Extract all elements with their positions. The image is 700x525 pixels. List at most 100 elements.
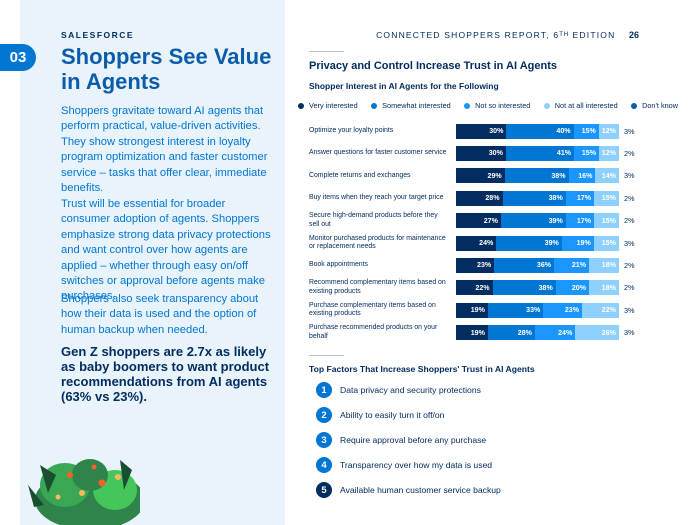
dont-know-value: 3% — [624, 238, 635, 248]
chart-row: Buy items when they reach your target pr… — [309, 187, 649, 209]
bar-segment-not-so-interested: 17% — [565, 190, 595, 206]
chart-title: Shopper Interest in AI Agents for the Fo… — [309, 81, 499, 91]
bar-segment-not-at-all-interested: 15% — [594, 213, 619, 229]
legend-item: Not at all interested — [543, 101, 618, 110]
brand-label: SALESFORCE — [61, 30, 135, 40]
bar-segment-not-so-interested: 15% — [573, 123, 599, 139]
bar-segment-very-interested: 19% — [456, 325, 488, 341]
bar-segment-somewhat-interested: 38% — [492, 280, 556, 296]
factor-item: 5 Available human customer service backup — [316, 482, 501, 498]
stacked-bar: 30% 40% 15% 12% — [456, 123, 619, 139]
chart-row: Book appointments 23% 36% 21% 18% 2% — [309, 254, 649, 276]
legend-item: Very interested — [298, 101, 358, 110]
bar-segment-not-so-interested: 20% — [555, 280, 590, 296]
category-label: Purchase recommended products on your be… — [309, 324, 438, 340]
legend-swatch — [543, 102, 550, 109]
bar-segment-somewhat-interested: 36% — [494, 257, 555, 273]
bar-segment-not-at-all-interested: 14% — [595, 168, 619, 184]
page-title: Shoppers See Value in Agents — [61, 44, 272, 94]
dont-know-value: 3% — [624, 328, 635, 338]
factor-item: 4 Transparency over how my data is used — [316, 457, 492, 473]
category-label: Secure high-demand products before they … — [309, 212, 438, 228]
stacked-bar: 19% 33% 23% 22% — [456, 302, 619, 318]
factors-title: Top Factors That Increase Shoppers' Trus… — [309, 364, 535, 374]
left-panel — [20, 0, 285, 525]
bar-segment-not-so-interested: 23% — [543, 302, 583, 318]
legend-label: Somewhat interested — [382, 101, 451, 110]
bar-segment-somewhat-interested: 33% — [487, 302, 544, 318]
chart-row: Purchase recommended products on your be… — [309, 322, 649, 344]
bar-segment-very-interested: 27% — [456, 213, 501, 229]
category-label: Monitor purchased products for maintenan… — [309, 234, 446, 251]
legend-item: Don't know — [631, 101, 678, 110]
plant-illustration — [28, 459, 140, 525]
bar-segment-somewhat-interested: 39% — [500, 213, 566, 229]
stacked-bar: 23% 36% 21% 18% — [456, 257, 619, 273]
stacked-bar: 29% 38% 16% 14% — [456, 168, 619, 184]
legend-swatch — [631, 102, 638, 109]
factor-rank-badge: 1 — [316, 382, 332, 398]
factor-item: 2 Ability to easily turn it off/on — [316, 407, 444, 423]
section-heading: Privacy and Control Increase Trust in AI… — [309, 60, 557, 72]
bar-segment-not-at-all-interested: 15% — [594, 190, 619, 206]
category-label: Answer questions for faster customer ser… — [309, 149, 447, 157]
bar-segment-not-at-all-interested: 22% — [582, 302, 619, 318]
legend-swatch — [371, 102, 378, 109]
dont-know-value: 2% — [624, 283, 635, 293]
legend-swatch — [298, 102, 304, 109]
report-title: CONNECTED SHOPPERS REPORT, 6ᵀᴴ EDITION — [376, 30, 616, 40]
bar-segment-not-at-all-interested: 26% — [575, 325, 619, 341]
gen-z-callout: Gen Z shoppers are 2.7x as likely as bab… — [61, 344, 270, 404]
chart-legend: Very interested Somewhat interested Not so… — [298, 101, 678, 110]
stacked-bar: 27% 39% 17% 15% — [456, 213, 619, 229]
legend-item: Somewhat interested — [371, 101, 451, 110]
category-label: Purchase complementary items based on ex… — [309, 301, 436, 318]
category-label: Book appointments — [309, 261, 368, 269]
dont-know-value: 2% — [624, 149, 635, 159]
bar-segment-not-at-all-interested: 12% — [599, 145, 619, 161]
chart-row: Complete returns and exchanges 29% 38% 16% 1… — [309, 165, 649, 187]
factor-label: Available human customer service backup — [340, 485, 501, 495]
bar-segment-not-so-interested: 21% — [554, 257, 590, 273]
dont-know-value: 2% — [624, 216, 635, 226]
stacked-bar: 28% 38% 17% 15% — [456, 190, 619, 206]
dont-know-value: 3% — [624, 171, 635, 181]
section-divider — [309, 51, 344, 52]
bar-segment-not-so-interested: 15% — [574, 145, 600, 161]
bar-segment-very-interested: 30% — [456, 123, 507, 139]
dont-know-value: 3% — [624, 126, 635, 136]
factor-rank-badge: 4 — [316, 457, 332, 473]
report-header: CONNECTED SHOPPERS REPORT, 6ᵀᴴ EDITION 2… — [376, 30, 639, 40]
dont-know-value: 2% — [624, 261, 635, 271]
dont-know-value: 3% — [624, 305, 635, 315]
bar-segment-somewhat-interested: 38% — [504, 168, 569, 184]
factor-label: Require approval before any purchase — [340, 435, 487, 445]
stacked-bar: 19% 28% 24% 26% — [456, 325, 619, 341]
body-paragraph: Shoppers also seek transparency about ho… — [61, 293, 259, 336]
bar-segment-not-so-interested: 19% — [561, 235, 594, 251]
category-label: Recommend complementary items based on e… — [309, 279, 446, 295]
bar-segment-very-interested: 19% — [456, 302, 488, 318]
category-label: Buy items when they reach your target pr… — [309, 194, 444, 202]
bar-segment-very-interested: 28% — [456, 190, 503, 206]
bar-segment-very-interested: 23% — [456, 257, 495, 273]
page-number: 26 — [628, 30, 639, 40]
factor-label: Transparency over how my data is used — [340, 460, 493, 470]
stacked-bar: 30% 41% 15% 12% — [456, 145, 619, 161]
body-paragraph: Trust will be essential for broader cons… — [61, 198, 271, 303]
bar-segment-not-so-interested: 16% — [568, 168, 596, 184]
bar-segment-not-so-interested: 24% — [534, 325, 576, 341]
legend-item: Not so interested — [464, 101, 530, 110]
bar-segment-not-at-all-interested: 18% — [589, 280, 619, 296]
chart-row: Secure high-demand products before they … — [309, 210, 649, 232]
category-label: Optimize your loyalty points — [309, 126, 394, 134]
factor-rank-badge: 2 — [316, 407, 332, 423]
stacked-bar: 24% 39% 19% 15% — [456, 235, 619, 251]
chart-row: Purchase complementary items based on ex… — [309, 299, 649, 321]
legend-label: Not so interested — [475, 101, 531, 110]
bar-segment-very-interested: 30% — [456, 145, 506, 161]
section-divider — [309, 355, 344, 356]
legend-label: Not at all interested — [554, 101, 618, 110]
bar-segment-very-interested: 24% — [456, 235, 497, 251]
stacked-bar: 22% 38% 20% 18% — [456, 280, 619, 296]
